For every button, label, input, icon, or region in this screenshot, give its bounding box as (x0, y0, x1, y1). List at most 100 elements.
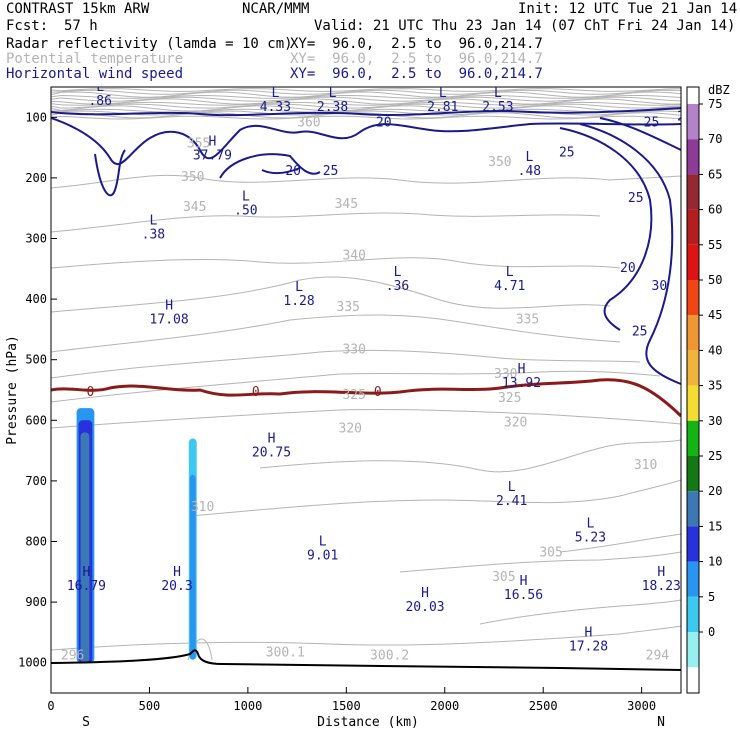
theta-contour-label: 300.2 (370, 649, 409, 664)
y-tick-label: 700 (25, 474, 47, 488)
extremum-marker: L (506, 265, 514, 280)
field-name-theta: Potential temperature (6, 51, 184, 67)
y-tick-label: 600 (25, 413, 47, 427)
model-title: CONTRAST 15km ARW (6, 1, 150, 17)
extremum-value: .38 (142, 228, 165, 243)
theta-dense-line (51, 112, 681, 119)
colorbar-label: 60 (708, 203, 722, 217)
theta-contour-label: 330 (342, 343, 365, 358)
extremum-value: .48 (518, 164, 541, 179)
colorbar-label: 65 (708, 167, 722, 181)
theta-contour-label: 320 (504, 415, 527, 430)
wind-contour-label: 25 (632, 324, 648, 339)
colorbar-label: 0 (708, 625, 715, 639)
x-tick-label: 500 (139, 699, 161, 713)
theta-contour-label: 310 (191, 500, 214, 515)
colorbar-swatch (687, 244, 699, 280)
reflectivity-cell (189, 474, 196, 660)
colorbar-label: 50 (708, 273, 722, 287)
colorbar-swatch (687, 209, 699, 245)
wind-contour-label: 25 (644, 115, 660, 130)
colorbar-label: 5 (708, 590, 715, 604)
colorbar-label: 25 (708, 449, 722, 463)
plot-frame (50, 86, 682, 694)
theta-contour-label: 305 (492, 570, 515, 585)
extremum-marker: H (520, 574, 528, 589)
extremum-value: 4.33 (260, 100, 291, 115)
theta-contours (51, 174, 681, 661)
theta-dense-line (51, 94, 681, 99)
wind-contour-label: 25 (628, 191, 644, 206)
colorbar-swatch (687, 385, 699, 421)
theta-contour-label: 325 (342, 388, 365, 403)
extremum-value: 17.08 (150, 312, 189, 327)
extremum-value: 2.41 (496, 494, 527, 509)
extremum-value: 16.79 (67, 579, 106, 594)
theta-dense-line (51, 108, 681, 113)
x-tick-label: 1000 (233, 699, 262, 713)
reflectivity-cells (76, 408, 197, 663)
theta-dense-line (51, 105, 681, 112)
theta-dense-line (51, 88, 681, 92)
wind-contour-label: 25 (559, 146, 575, 161)
theta-contour-label: 335 (337, 300, 360, 315)
extremum-marker: L (242, 189, 250, 204)
theta-contour-label: 305 (539, 546, 562, 561)
extremum-value: 17.28 (569, 640, 608, 655)
init-time: Init: 12 UTC Tue 21 Jan 14 (518, 1, 738, 17)
y-tick-label: 1000 (18, 656, 47, 670)
extremum-marker: L (508, 480, 516, 495)
field-xy-reflectivity: XY= 96.0, 2.5 to 96.0,214.7 (290, 36, 543, 52)
freezing-level-line (51, 378, 681, 418)
field-name-wind: Horizontal wind speed (6, 66, 184, 82)
theta-dense-line (51, 89, 681, 95)
y-tick-label: 200 (25, 171, 47, 185)
extremum-value: 5.23 (575, 531, 606, 546)
extremum-value: 4.71 (494, 279, 525, 294)
theta-dense-line (51, 96, 681, 102)
colorbar-swatch (687, 174, 699, 210)
field-name-reflectivity: Radar reflectivity (lamda = 10 cm) (6, 36, 293, 52)
endpoint-right-label: N (657, 715, 665, 730)
wind-contour-label: 20 (677, 109, 693, 124)
valid-time: Valid: 21 UTC Thu 23 Jan 14 (07 ChT Fri … (314, 18, 736, 34)
colorbar-label: 45 (708, 308, 722, 322)
theta-contour-label: 340 (342, 249, 365, 264)
theta-contour-label: 300.1 (266, 646, 305, 661)
extremum-marker: L (494, 86, 502, 101)
colorbar-swatch (687, 139, 699, 175)
x-axis: 0 500 1000 1500 2000 2500 3000 (47, 687, 656, 713)
extremum-value: .50 (234, 203, 257, 218)
theta-contour-label: 294 (646, 649, 670, 664)
extremum-marker: L (439, 86, 447, 101)
colorbar-swatch (687, 632, 699, 668)
colorbar-swatch (687, 491, 699, 527)
extremum-value: 20.3 (161, 579, 192, 594)
fcst-label: Fcst: (6, 18, 49, 34)
extremum-marker: L (272, 86, 280, 101)
y-axis: 100 200 300 400 500 600 700 800 900 1000 (18, 110, 57, 670)
theta-contour-label: 345 (335, 197, 358, 212)
extremum-value: 20.03 (405, 600, 444, 615)
theta-dense-line (51, 98, 681, 105)
colorbar-label: 10 (708, 555, 722, 569)
colorbar-swatch (687, 315, 699, 351)
y-tick-label: 300 (25, 232, 47, 246)
theta-dense-line (51, 115, 681, 120)
theta-dense-top (51, 88, 681, 120)
extremum-marker: H (657, 565, 665, 580)
colorbar-swatch (687, 456, 699, 492)
freezing-level-label: 0 (252, 385, 260, 400)
x-axis-label: Distance (km) (317, 715, 419, 730)
y-tick-label: 900 (25, 595, 47, 609)
theta-contour-label: 325 (498, 391, 521, 406)
colorbar-swatch (687, 420, 699, 456)
theta-contour-label: 330 (494, 367, 517, 382)
background-fields (51, 88, 681, 671)
colorbar-label: 30 (708, 414, 722, 428)
fcst-value: 57 h (64, 18, 98, 34)
extremum-value: 2.81 (427, 100, 458, 115)
extremum-value: 37.79 (193, 149, 232, 164)
